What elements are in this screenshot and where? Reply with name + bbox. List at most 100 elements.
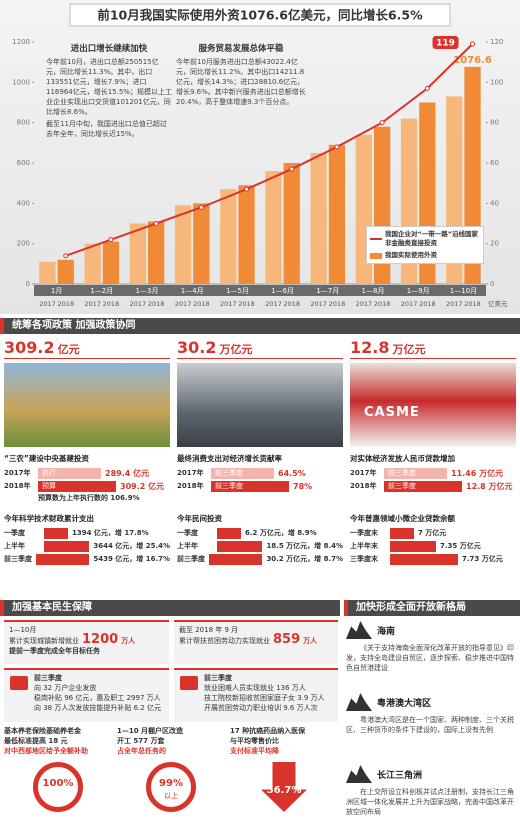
year-label: 2018 [148,300,165,308]
row-label: 上半年末 [350,542,378,550]
item: 1—10 月棚户区改造 开工 577 万套 占全年总任务的 99% 以上 [117,726,225,812]
row-label: 一季度 [177,529,198,537]
unit: 万人 [121,637,136,645]
bar [84,243,101,284]
title-box [69,3,451,27]
legend-swatch [370,238,382,240]
num: 以上 [164,792,178,800]
row-bar [43,541,90,552]
value-label: 1076.6 [453,55,492,66]
row-bar [217,528,241,539]
note: 服务贸易发展总体平稳今年前10月服务进出口总额43022.4亿元，同比增长11.… [176,44,306,107]
line-point [424,85,430,91]
region: 海南 《关于支持海南全面深化改革开放的指导意见》印发，支持全岛建设自贸区，逐步探索… [346,620,516,673]
column: 309.2 亿元 “三农”建设中央基建投资 2017年 执行 289.4 亿元 2018年预… [4,338,170,566]
text: 累计实现城镇新增就业 [9,637,79,645]
headline-number: 30.2 [177,338,217,357]
bar [102,241,120,284]
unit: 万人 [303,637,318,645]
note-title: 进出口增长继续加快 [70,44,148,54]
region-text: 粤港澳大湾区是在一个国家、两种制度、三个关税区、三种货币的条件下建设的，国际上没… [346,716,514,734]
row-value: 78% [293,482,313,491]
legend: 我国企业对“一带一路”沿线国家非金融类直接投资我国实际使用外资 [366,226,484,264]
row: 一季度 6.2 万亿元，增 8.9% [177,527,343,540]
row-label: 2017年 [4,469,31,477]
row-value: 6.2 万亿元，增 8.9% [245,529,317,537]
text: 技工院校新招收贫困家庭子女 3.9 万人 [204,694,325,702]
x-tick-label: 1—2月 [90,287,113,295]
y2-tick-label: 80 [490,119,499,127]
icon [180,676,198,690]
row: 2017年 前三季度 64.5% [177,467,343,480]
bar [265,171,282,284]
text: 向 38 万人次发放技能提升补贴 6.2 亿元 [34,704,161,712]
bar [148,221,165,284]
row-value: 5439 亿元，增 16.7% [93,555,170,563]
row-label: 2017年 [350,469,377,477]
row-bar [216,541,263,552]
row: 2017年 执行 289.4 亿元 [4,467,170,480]
text: 就业困难人员实现就业 136 万人 [204,684,306,692]
y-tick-label: 1000 [12,78,30,86]
y-tick-label: 1200 [12,38,30,46]
y-tick-label: 400 [17,199,30,207]
year-label: 2018 [193,300,210,308]
num: 100% [42,778,74,789]
region-head: 长江三角洲 [346,764,516,784]
row: 前三季度 5439 亿元，增 16.7% [4,553,170,566]
icon [346,765,372,783]
note: 进出口增长继续加快 今年前10月，进出口总额250515亿元，同比增长11.3%。… [46,44,172,139]
section-header: 加强基本民生保障 [0,600,340,616]
row: 2018年 预算 309.2 亿元 [4,480,170,493]
bar [193,203,210,284]
row-value: 289.4 亿元 [105,469,150,478]
row-label: 一季度末 [350,529,378,537]
row-value: 30.2 万亿元，增 8.7% [266,555,343,563]
text: 累计帮扶贫困劳动力实现就业 859 万人 [179,633,333,646]
note-text: 今年前10月服务进出口总额43022.4亿元，同比增长11.2%。其中出口142… [176,58,306,106]
chart: 前10月我国实际使用外资1076.6亿美元，同比增长6.5% 020040060… [0,0,520,314]
headline-unit: 亿元 [57,343,80,356]
icon [346,693,372,711]
row-bar [208,554,263,565]
row-value: 1394 亿元，增 17.8% [72,529,149,537]
x-tick-label: 1—7月 [316,287,339,295]
note: 预算数为上年执行数的 106.9% [38,494,140,502]
section-header: 统筹各项政策 加强政策协同 [0,318,520,334]
text: 1—10月 [9,626,37,634]
column: 30.2 万亿元 最终消费支出对经济增长贡献率 2017年 前三季度 64.5% 2018年… [177,338,343,566]
x-tick-label: 1—5月 [226,287,249,295]
region: 长江三角洲在上交所设立科创板并试点注册制，支持长江三角洲区域一体化发展并上升为国… [346,764,516,817]
row-tag: 前三季度 [384,481,462,492]
row-label: 2018年 [177,482,204,490]
legend-item: 我国实际使用外资 [370,251,480,260]
region-text: 在上交所设立科创板并试点注册制，支持长江三角洲区域一体化发展并上升为国家战略，完… [346,788,514,816]
text: 截至 2018 年 9 月 [179,626,239,634]
year-label: 2017 [265,300,282,308]
note-title: 服务贸易发展总体平稳 [198,44,284,54]
bar [129,223,146,284]
y-tick-label: 600 [17,159,30,167]
legend-label: 我国企业对“一带一路”沿线国家非金融类直接投资 [385,230,479,247]
row-tag: 预算 [38,481,116,492]
item: 17 种抗癌药品纳入医保 与平均零售价比 支付标准平均降 56.7% [230,726,338,812]
year-label: 2018 [374,300,391,308]
row-label: 上半年 [4,542,25,550]
value-label: 119 [436,39,455,49]
photo [4,363,170,447]
region-name: 长江三角洲 [377,770,423,781]
chart-title: 前10月我国实际使用外资1076.6亿美元，同比增长6.5% [97,8,423,23]
sub-title: 今年普惠领域小微企业贷款余额 [350,514,455,523]
year-label: 2017 [310,300,327,308]
photo: CASME [350,363,516,447]
photo [177,363,343,447]
row-tag: 前三季度 [211,481,289,492]
row-value: 3644 亿元，增 25.4% [93,542,170,550]
row: 一季度末 7 万亿元 [350,527,516,540]
year-label: 2017 [84,300,101,308]
region-head: 海南 [346,620,516,640]
unit-label: 亿美元 [488,299,508,308]
bar [39,261,56,284]
legend-item: 我国企业对“一带一路”沿线国家非金融类直接投资 [370,230,480,248]
